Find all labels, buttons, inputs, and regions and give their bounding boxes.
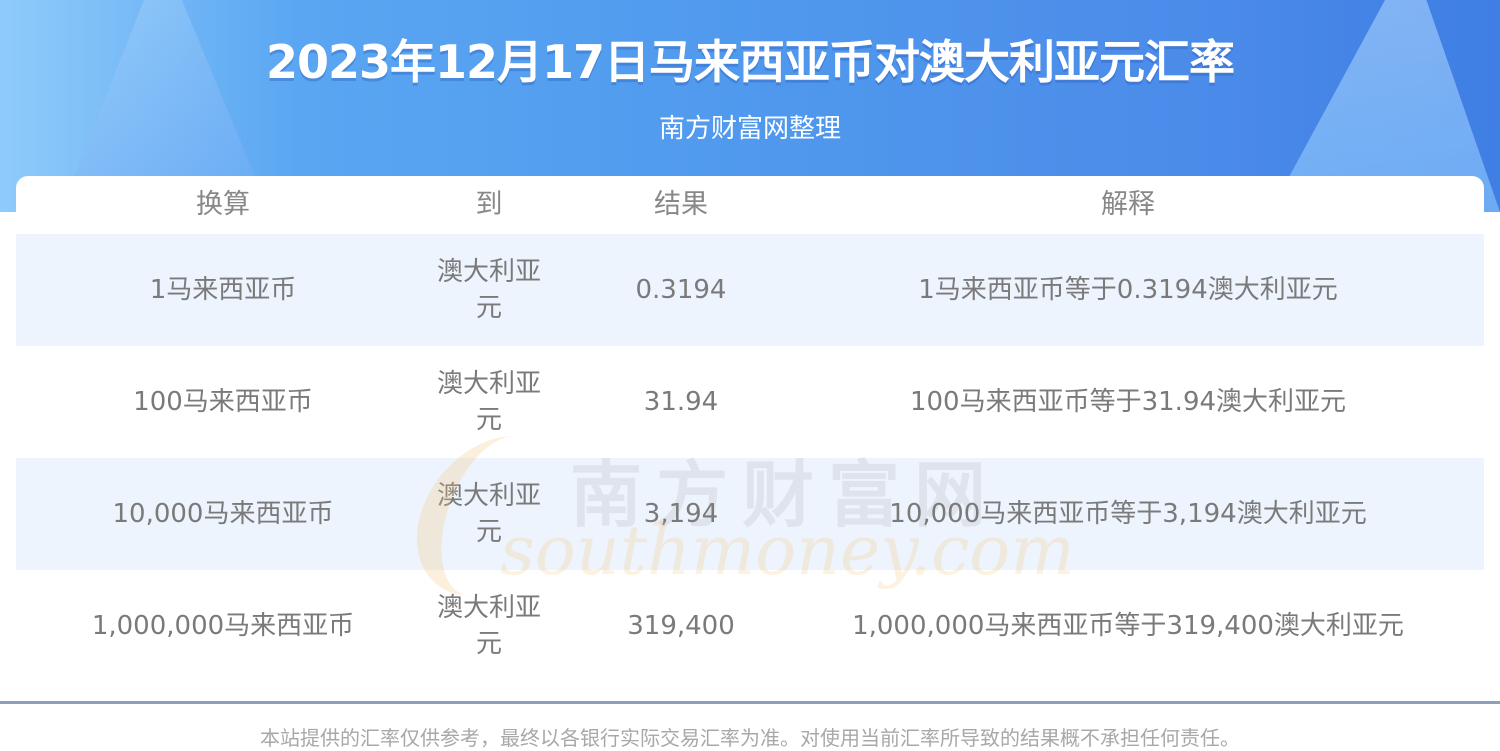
cell-explain: 10,000马来西亚币等于3,194澳大利亚元 — [889, 499, 1367, 529]
cell-explain: 100马来西亚币等于31.94澳大利亚元 — [909, 387, 1347, 417]
cell-to: 澳大利亚元 — [436, 369, 541, 435]
page-subtitle: 南方财富网整理 — [658, 114, 841, 144]
table-row: 100马来西亚币 澳大利亚元 31.94 100马来西亚币等于31.94澳大利亚… — [16, 346, 1484, 458]
cell-to: 澳大利亚元 — [436, 257, 541, 323]
cell-result: 319,400 — [627, 611, 735, 641]
rate-table: 换算 到 结果 解释 1马来西亚币 澳大利亚元 0.3194 1马来西亚币等于0… — [16, 176, 1484, 696]
table-row: 10,000马来西亚币 澳大利亚元 3,194 10,000马来西亚币等于3,1… — [16, 458, 1484, 570]
column-header-explain: 解释 — [1101, 189, 1155, 220]
cell-from: 1,000,000马来西亚币 — [91, 611, 355, 641]
cell-from: 1马来西亚币 — [149, 275, 297, 305]
page-title: 2023年12月17日马来西亚币对澳大利亚元汇率 — [265, 35, 1235, 89]
table-row: 1,000,000马来西亚币 澳大利亚元 319,400 1,000,000马来… — [16, 570, 1484, 682]
cell-result: 31.94 — [643, 387, 719, 417]
table-row: 1马来西亚币 澳大利亚元 0.3194 1马来西亚币等于0.3194澳大利亚元 — [16, 234, 1484, 346]
cell-to: 澳大利亚元 — [436, 593, 541, 659]
footer-divider — [0, 701, 1500, 704]
table-header: 换算 到 结果 解释 — [16, 176, 1484, 234]
cell-explain: 1,000,000马来西亚币等于319,400澳大利亚元 — [852, 611, 1404, 641]
cell-explain: 1马来西亚币等于0.3194澳大利亚元 — [918, 275, 1338, 305]
cell-to: 澳大利亚元 — [436, 481, 541, 547]
cell-from: 10,000马来西亚币 — [112, 499, 334, 529]
cell-result: 0.3194 — [635, 275, 727, 305]
disclaimer: 本站提供的汇率仅供参考，最终以各银行实际交易汇率为准。对使用当前汇率所导致的结果… — [260, 726, 1240, 750]
cell-from: 100马来西亚币 — [133, 387, 313, 417]
column-header-result: 结果 — [654, 189, 708, 220]
cell-result: 3,194 — [643, 499, 719, 529]
column-header-convert: 换算 — [196, 189, 250, 220]
column-header-to: 到 — [475, 189, 503, 220]
